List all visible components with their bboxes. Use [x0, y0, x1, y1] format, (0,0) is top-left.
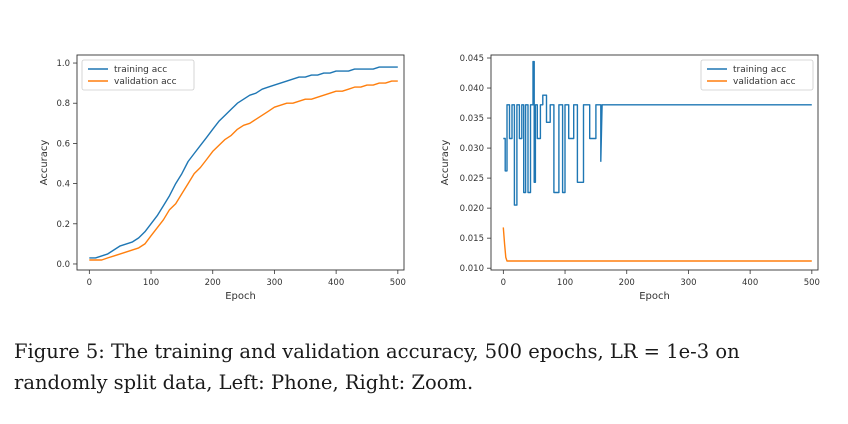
chart-left-legend-box [81, 59, 195, 91]
x-tick-label: 300 [266, 278, 282, 288]
series-line-validation [502, 227, 812, 262]
chart-left-legend-label-validation: validation acc [114, 77, 177, 87]
y-tick-label: 0.045 [460, 54, 484, 64]
chart-right-ticks-layer: 0 100 200 300 400 500 0.010 0.015 0.020 0.025 0.03… [460, 54, 820, 288]
series-line-training [89, 66, 398, 259]
chart-right-series-layer [502, 60, 812, 262]
y-tick-label: 0.4 [56, 180, 70, 190]
figure-canvas: 0 100 200 300 400 500 0.0 0.2 0.4 0.6 0.8 1.0 Epoch… [39, 54, 820, 302]
x-tick-label: 0 [87, 278, 92, 288]
caption-line-1: Figure 5: The training and validation ac… [14, 340, 740, 363]
chart-left-series-layer [89, 66, 398, 261]
series-line-validation [89, 80, 398, 261]
chart-left-ticks-layer: 0 100 200 300 400 500 0.0 0.2 0.4 0.6 0.8 1.0 [56, 59, 405, 288]
y-tick-label: 1.0 [56, 59, 70, 69]
y-tick-label: 0.030 [460, 144, 484, 154]
chart-right-legend: training acc validation acc [700, 59, 814, 91]
chart-right-x-axis-label: Epoch [639, 291, 670, 302]
chart-left-phone: 0 100 200 300 400 500 0.0 0.2 0.4 0.6 0.8 1.0 Epoch… [39, 54, 406, 302]
y-tick-label: 0.035 [460, 114, 484, 124]
chart-right-frame [490, 54, 819, 271]
y-tick-label: 0.0 [56, 260, 70, 270]
chart-right-legend-box [700, 59, 814, 91]
y-tick-label: 0.6 [56, 139, 70, 149]
x-tick-label: 400 [328, 278, 344, 288]
x-tick-label: 500 [804, 278, 820, 288]
y-tick-label: 0.020 [460, 204, 484, 214]
x-tick-label: 100 [557, 278, 573, 288]
x-tick-label: 300 [680, 278, 696, 288]
chart-right-legend-label-training: training acc [733, 65, 786, 75]
figure-caption: Figure 5: The training and validation ac… [14, 336, 848, 398]
chart-left-frame [76, 54, 405, 271]
x-tick-label: 400 [742, 278, 758, 288]
y-tick-label: 0.010 [460, 264, 484, 274]
x-tick-label: 100 [143, 278, 159, 288]
chart-left-legend-label-training: training acc [114, 65, 167, 75]
chart-left-legend: training acc validation acc [81, 59, 195, 91]
series-line-training [503, 60, 812, 206]
x-tick-label: 0 [501, 278, 506, 288]
chart-left-y-axis-label: Accuracy [39, 140, 50, 186]
y-tick-label: 0.8 [56, 99, 70, 109]
y-tick-label: 0.040 [460, 84, 484, 94]
x-tick-label: 500 [390, 278, 406, 288]
x-tick-label: 200 [619, 278, 635, 288]
y-tick-label: 0.025 [460, 174, 484, 184]
y-tick-label: 0.2 [56, 220, 70, 230]
chart-right-y-axis-label: Accuracy [440, 140, 451, 186]
x-tick-label: 200 [205, 278, 221, 288]
caption-line-2: randomly split data, Left: Phone, Right:… [14, 371, 474, 394]
chart-left-x-axis-label: Epoch [225, 291, 256, 302]
chart-right-legend-label-validation: validation acc [733, 77, 796, 87]
chart-right-zoom: 0 100 200 300 400 500 0.010 0.015 0.020 0.025 0.03… [440, 54, 820, 302]
y-tick-label: 0.015 [460, 234, 484, 244]
